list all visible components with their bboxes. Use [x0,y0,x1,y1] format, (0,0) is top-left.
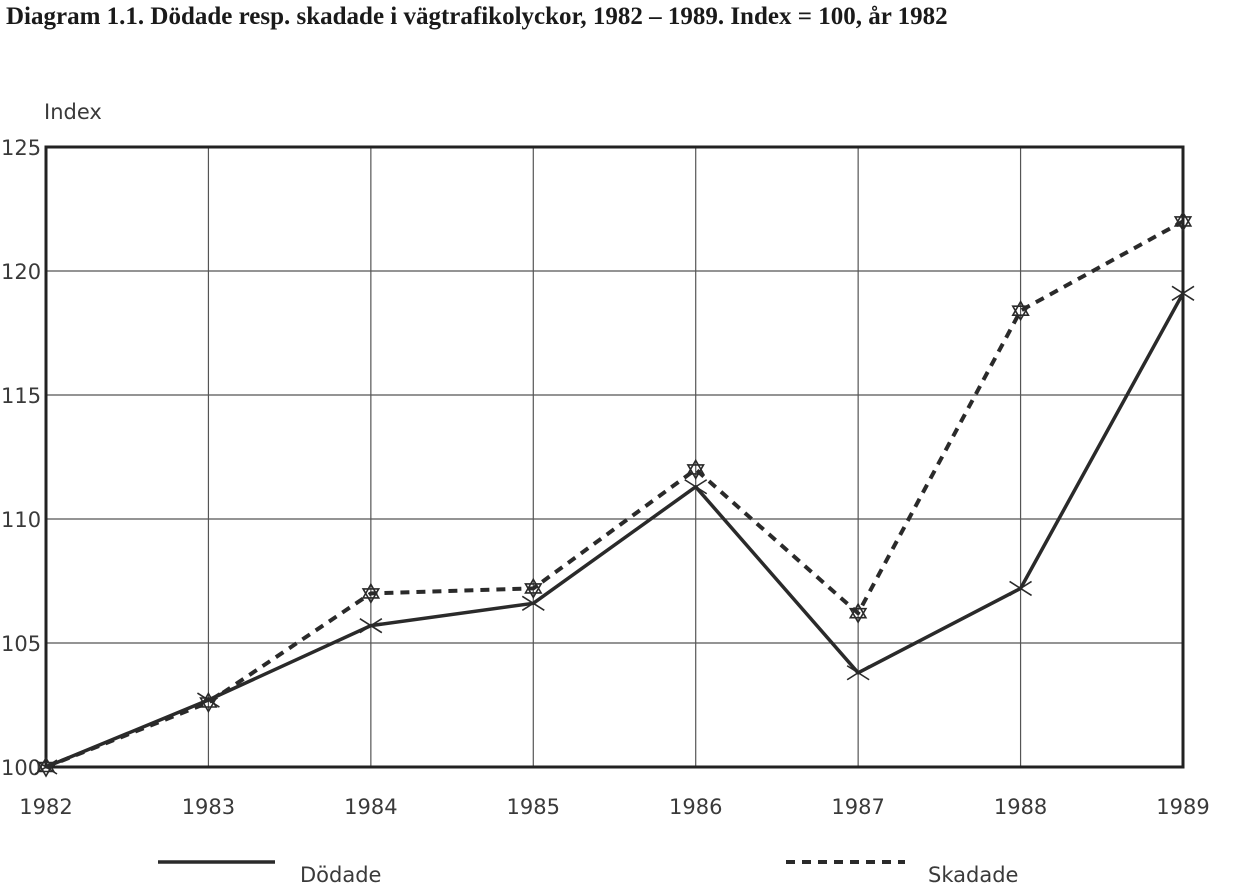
plot-frame [44,145,1185,769]
y-tick-label: 115 [1,384,41,408]
data-point-star-marker [361,582,381,604]
x-tick-label: 1987 [831,795,884,819]
data-point-x-marker [359,617,383,634]
y-tick-label: 110 [1,508,41,532]
y-tick-label: 125 [1,136,41,160]
data-point-star-marker [1011,300,1030,322]
legend-label-skadade: Skadade [928,863,1018,887]
data-point-star-marker [524,577,543,599]
data-point-x-marker [1171,285,1195,301]
x-tick-label: 1989 [1156,795,1209,819]
x-tick-label: 1985 [507,795,560,819]
data-point-x-marker [521,595,545,611]
series-layer [34,210,1195,778]
data-point-star-marker [36,756,56,778]
data-point-star-marker [848,602,868,624]
grid-lines [45,146,1184,768]
data-point-x-marker [684,479,708,495]
y-tick-labels: 100 105 110 115 120 125 [1,136,41,780]
legend: Dödade Skadade [158,860,1018,887]
y-tick-label: 120 [1,260,41,284]
data-point-x-marker [846,665,870,681]
y-tick-label: 105 [1,632,41,656]
data-point-star-marker [199,691,218,714]
y-tick-label: 100 [1,756,41,780]
data-point-star-marker [1173,210,1193,232]
series-line-skadade [45,219,1184,769]
y-axis-label: Index [44,100,102,124]
legend-label-dödade: Dödade [300,863,381,887]
x-tick-label: 1982 [19,795,72,819]
x-tick-label: 1984 [344,795,397,819]
chart-title: Diagram 1.1. Dödade resp. skadade i vägt… [6,3,948,30]
x-tick-labels: 1982 1983 1984 1985 1986 1987 1988 1989 [19,795,1209,819]
plot-border [44,145,1185,769]
data-point-star-marker [686,458,705,480]
x-tick-label: 1986 [669,795,722,819]
series-line-dödade [45,292,1185,769]
x-tick-label: 1983 [182,795,235,819]
data-point-x-marker [1009,580,1033,597]
x-tick-label: 1988 [994,795,1047,819]
